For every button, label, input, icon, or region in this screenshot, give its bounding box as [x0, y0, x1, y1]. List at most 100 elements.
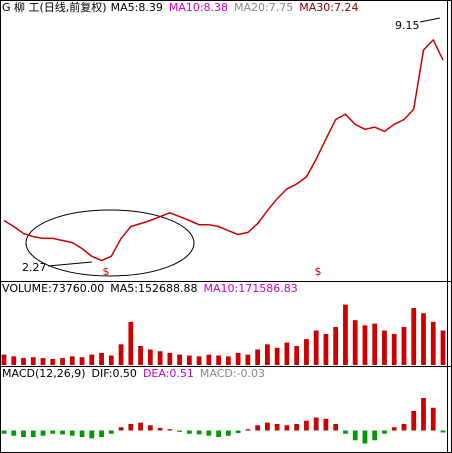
bar	[294, 424, 300, 431]
bar	[89, 354, 95, 365]
bar	[235, 430, 241, 434]
bar	[401, 424, 407, 431]
annotation-arrow	[419, 17, 441, 23]
bar	[147, 425, 153, 431]
annotation-arrow	[47, 261, 93, 267]
bar	[206, 430, 212, 436]
bar	[411, 308, 417, 365]
bar	[99, 430, 104, 437]
indicator-label: MACD(12,26,9)	[2, 367, 86, 380]
bar	[50, 430, 56, 434]
bar	[440, 330, 446, 365]
bar	[1, 354, 7, 365]
bar	[1, 430, 7, 434]
bar	[411, 411, 417, 431]
indicator-label: VOLUME:73760.00	[2, 282, 104, 295]
bar	[69, 356, 75, 365]
bar	[79, 357, 85, 365]
bar	[362, 325, 368, 365]
bar	[40, 430, 46, 436]
bar	[304, 420, 309, 431]
bar	[343, 304, 348, 365]
bar	[108, 430, 114, 434]
indicator-label: MA5:8.39	[111, 1, 163, 14]
bar	[118, 344, 124, 365]
bar	[50, 358, 56, 365]
annotation: $	[315, 265, 322, 278]
bar	[225, 356, 231, 365]
bar	[216, 355, 222, 365]
bar	[235, 352, 241, 365]
bar	[138, 422, 143, 431]
bar	[118, 427, 124, 431]
indicator-label: MA10:8.38	[169, 1, 228, 14]
bar	[313, 330, 319, 365]
bar	[196, 356, 202, 365]
bar	[430, 321, 436, 365]
bar	[40, 358, 46, 365]
bar	[391, 333, 397, 365]
bar	[167, 429, 173, 431]
annotation: $	[103, 265, 110, 278]
bar	[167, 352, 173, 365]
bar	[391, 427, 397, 431]
bar	[255, 425, 261, 431]
bar	[245, 429, 251, 431]
bar	[333, 424, 339, 431]
bar	[11, 430, 17, 436]
bar	[11, 356, 17, 365]
highlight-ellipse	[25, 209, 195, 277]
bar	[245, 354, 251, 365]
bar	[177, 430, 182, 432]
indicator-label: MACD:-0.03	[200, 367, 265, 380]
bar	[186, 355, 192, 365]
bar	[382, 430, 387, 434]
bar	[382, 330, 387, 365]
bar	[294, 346, 300, 365]
price-line	[3, 38, 444, 262]
bar	[177, 354, 182, 365]
bar	[362, 430, 368, 444]
indicator-label: MA5:152688.88	[110, 282, 197, 295]
indicator-label: MA30:7.24	[299, 1, 358, 14]
bar	[313, 417, 319, 431]
bar	[157, 427, 163, 431]
bar	[60, 430, 65, 435]
indicator-label: DEA:0.51	[143, 367, 194, 380]
chart-title: G 柳 工(日线,前复权)	[2, 0, 107, 14]
bar	[265, 422, 270, 431]
bar	[196, 430, 202, 435]
bar	[216, 430, 222, 437]
bar	[421, 313, 426, 365]
indicator-label: DIF:0.50	[92, 367, 137, 380]
bar	[284, 425, 290, 431]
bar	[274, 347, 280, 365]
bar	[79, 430, 85, 437]
bar	[128, 321, 134, 365]
bar	[352, 430, 358, 441]
bar	[333, 327, 339, 365]
bar	[206, 354, 212, 365]
annotation: 9.15	[395, 19, 420, 32]
indicator-label: MA20:7.75	[234, 1, 293, 14]
bar	[138, 346, 143, 365]
bar	[323, 333, 329, 365]
bar	[401, 327, 407, 365]
bar	[69, 430, 75, 436]
bar	[255, 349, 261, 365]
bar	[157, 351, 163, 365]
bar	[225, 430, 231, 436]
annotation: 2.27	[22, 261, 47, 274]
indicator-label: MA10:171586.83	[203, 282, 297, 295]
bar	[99, 352, 104, 365]
bar	[323, 418, 329, 431]
bar	[30, 430, 36, 437]
bar	[343, 430, 348, 434]
bar	[430, 407, 436, 431]
bar	[147, 349, 153, 365]
bar	[21, 430, 26, 437]
bar	[30, 357, 36, 365]
bar	[128, 424, 134, 431]
